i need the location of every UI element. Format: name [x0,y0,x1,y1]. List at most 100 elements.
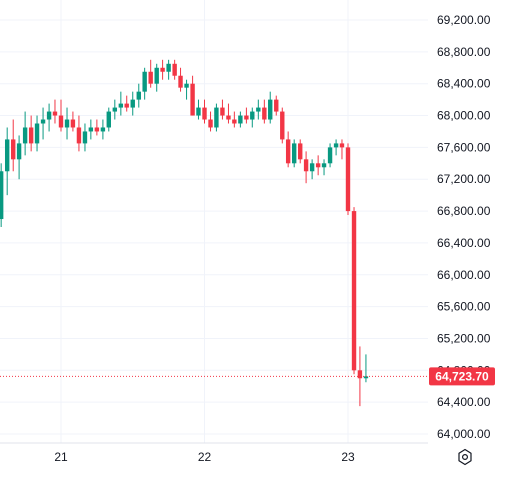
candle-body [0,171,4,220]
candle-body [94,127,100,132]
candle [142,67,147,100]
price-tick-label: 68,000.00 [437,109,491,123]
candle-body [46,111,52,120]
candle [118,91,124,116]
candle [303,151,309,184]
candle-body [40,119,46,124]
candle-body [298,143,303,160]
candle-body [226,115,231,120]
candle-body [160,67,165,72]
candle-body [100,127,106,132]
candle [232,111,237,128]
candle [52,99,58,124]
price-tick-label: 65,200.00 [437,331,491,345]
candle-body [106,111,111,128]
candle-body [214,107,219,128]
time-tick-label: 21 [54,450,68,464]
candle-body [82,131,88,144]
candle [124,95,129,112]
settings-icon[interactable] [456,448,474,466]
candle [291,139,297,168]
candle [4,127,10,196]
candle [238,111,243,128]
candle [76,115,82,152]
price-tick-label: 66,000.00 [437,268,491,282]
candle [357,346,363,407]
candle-body [285,139,291,164]
candle [112,99,118,120]
candle-body [11,139,16,160]
candle-body [52,111,58,116]
candle-body [208,119,213,128]
candle-body [136,91,141,100]
candle-body [124,103,129,108]
price-tick-label: 68,400.00 [437,77,491,91]
price-tick-label: 64,000.00 [437,427,491,441]
candle-body [88,127,94,132]
candle [160,59,165,80]
candle [106,107,111,132]
candle-body [220,107,225,116]
candle-body [268,99,273,120]
candle [309,159,315,180]
candle-body [172,63,177,76]
candle-body [142,71,147,92]
candle [88,119,94,140]
price-tick-label: 64,400.00 [437,395,491,409]
candle-body [28,127,34,144]
time-axis[interactable]: 21 22 23 [0,442,428,464]
time-tick-label: 23 [341,450,355,464]
last-price-tag: 64,723.70 [429,367,495,386]
candle [256,99,261,120]
candle [214,103,219,132]
candle [298,139,303,164]
candle [0,163,4,227]
candle [34,115,40,152]
chart-grid [0,0,428,443]
candle [196,99,201,120]
candle-body [178,75,183,88]
candle [268,91,273,124]
time-tick-label: 22 [198,450,212,464]
price-tick-label: 66,400.00 [437,236,491,250]
candle-body [190,83,195,116]
candle-body [184,83,189,88]
candle-body [64,119,70,128]
candle [220,99,225,120]
candle [70,111,76,132]
candle [339,139,345,160]
candle [58,99,64,132]
candle-body [303,159,309,172]
candle [321,159,327,176]
candle-body [34,123,40,144]
candle-body [357,370,363,379]
candle [280,107,285,144]
candle-body [130,99,135,108]
candle-body [76,127,82,144]
price-tick-label: 65,600.00 [437,300,491,314]
candle [16,135,22,180]
candle-body [345,147,351,212]
candle [285,131,291,168]
candle [100,119,106,140]
candle-body [339,143,345,148]
price-tick-label: 67,600.00 [437,140,491,154]
candle-body [70,119,76,128]
candle-body [202,107,207,120]
candle-body [118,103,124,108]
candle [28,115,34,152]
candle [226,103,231,124]
candle-body [16,143,22,160]
candle-body [280,111,285,140]
price-tick-label: 66,800.00 [437,204,491,218]
candle-body [244,115,249,120]
price-tick-label: 67,200.00 [437,172,491,186]
candle-body [327,147,333,164]
candle [166,59,171,80]
candle-body [321,163,327,168]
candle [274,95,279,116]
candle-body [250,111,255,120]
candle [345,143,351,216]
candle-body [256,107,261,112]
